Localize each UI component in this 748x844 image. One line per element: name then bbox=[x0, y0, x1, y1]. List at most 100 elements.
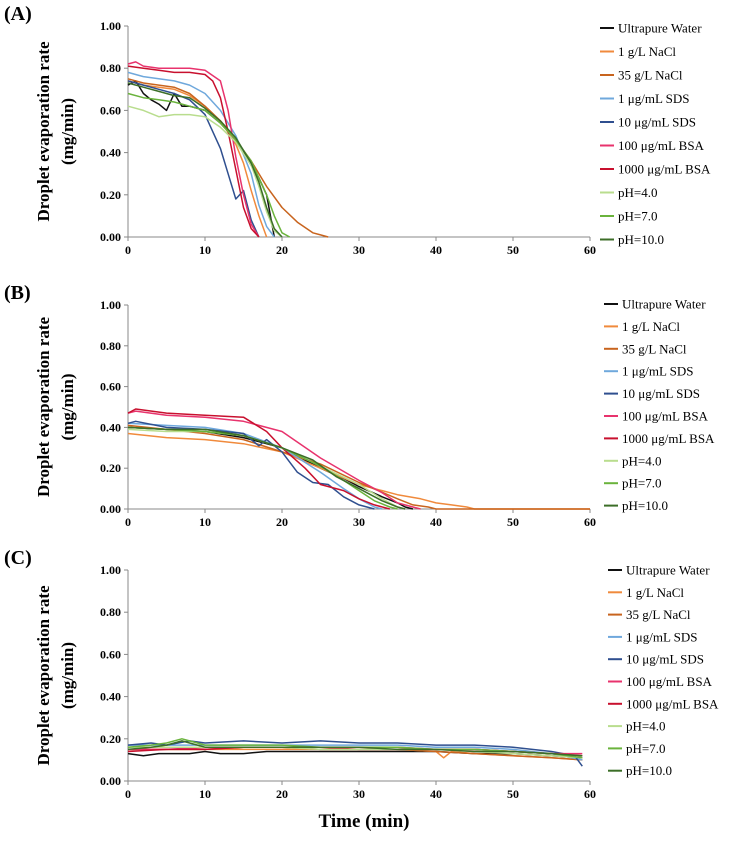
y-tick-label: 0.40 bbox=[100, 146, 121, 160]
series-line-1000-g-ml-bsa bbox=[127, 408, 390, 510]
x-tick-label: 20 bbox=[276, 787, 288, 801]
y-tick-label: 1.00 bbox=[100, 563, 121, 577]
y-axis-title: Droplet evaporation rate bbox=[34, 585, 53, 765]
panel-1: (A) 0.00 0.20 0.40 0.60 0.80 1.00 0 10 20 30 40 50 60… bbox=[4, 3, 711, 257]
x-tick-label: 30 bbox=[353, 243, 365, 257]
legend-label-1-g-ml-sds: 1 μg/mL SDS bbox=[618, 91, 690, 106]
series-line-100-g-ml-bsa bbox=[127, 410, 421, 510]
legend-label-10-g-ml-sds: 10 μg/mL SDS bbox=[626, 652, 704, 667]
y-tick-label: 0.40 bbox=[100, 690, 121, 704]
legend-label-ultrapure-water: Ultrapure Water bbox=[618, 21, 702, 36]
series-line-100-g-ml-bsa bbox=[127, 61, 260, 238]
legend-label-35-g-l-nacl: 35 g/L NaCl bbox=[618, 68, 683, 83]
legend-label-ph-7-0: pH=7.0 bbox=[626, 741, 665, 756]
series-line-1-g-ml-sds bbox=[127, 422, 383, 510]
series-line-ph-10-0 bbox=[127, 426, 406, 510]
y-axis-title: Droplet evaporation rate bbox=[34, 317, 53, 497]
y-tick-label: 0.60 bbox=[100, 103, 121, 117]
panel-label: (C) bbox=[4, 547, 32, 569]
x-tick-label: 30 bbox=[353, 515, 365, 529]
y-tick-label: 0.20 bbox=[100, 732, 121, 746]
legend-label-ph-10-0: pH=10.0 bbox=[622, 498, 668, 513]
x-tick-label: 30 bbox=[353, 787, 365, 801]
y-axis-title-units: (mg/min) bbox=[58, 642, 77, 709]
y-tick-label: 0.80 bbox=[100, 605, 121, 619]
x-tick-label: 50 bbox=[507, 787, 519, 801]
panel-label: (A) bbox=[4, 3, 32, 25]
legend-label-ph-4-0: pH=4.0 bbox=[618, 185, 657, 200]
x-axis-title: Time (min) bbox=[319, 811, 410, 832]
y-tick-label: 0.00 bbox=[100, 774, 121, 788]
series-line-35-g-l-nacl bbox=[127, 424, 590, 510]
legend-label-1000-g-ml-bsa: 1000 μg/mL BSA bbox=[618, 162, 711, 177]
legend-label-ph-7-0: pH=7.0 bbox=[618, 209, 657, 224]
x-tick-label: 20 bbox=[276, 243, 288, 257]
legend-label-35-g-l-nacl: 35 g/L NaCl bbox=[622, 341, 687, 356]
legend-label-ph-7-0: pH=7.0 bbox=[622, 476, 661, 491]
legend-label-1-g-l-nacl: 1 g/L NaCl bbox=[618, 44, 676, 59]
legend-label-1000-g-ml-bsa: 1000 μg/mL BSA bbox=[622, 431, 715, 446]
x-tick-label: 60 bbox=[584, 787, 596, 801]
legend-label-ultrapure-water: Ultrapure Water bbox=[622, 297, 706, 312]
series-line-ph-10-0 bbox=[127, 740, 583, 757]
x-tick-label: 10 bbox=[199, 243, 211, 257]
series-line-10-g-ml-sds bbox=[127, 80, 260, 238]
y-tick-label: 0.60 bbox=[100, 647, 121, 661]
x-tick-label: 60 bbox=[584, 243, 596, 257]
x-tick-label: 40 bbox=[430, 515, 442, 529]
legend-label-1-g-l-nacl: 1 g/L NaCl bbox=[626, 585, 684, 600]
legend-label-ultrapure-water: Ultrapure Water bbox=[626, 563, 710, 578]
y-axis-title-units: (mg/min) bbox=[58, 373, 77, 440]
y-axis-title-units: (mg/min) bbox=[58, 98, 77, 165]
series-line-ph-7-0 bbox=[127, 92, 291, 238]
y-tick-label: 0.80 bbox=[100, 339, 121, 353]
y-tick-label: 0.20 bbox=[100, 188, 121, 202]
series-line-ph-7-0 bbox=[127, 738, 583, 759]
panel-3: (C) 0.00 0.20 0.40 0.60 0.80 1.00 0 10 20 30 40 50 60… bbox=[4, 547, 719, 832]
legend-label-1-g-ml-sds: 1 μg/mL SDS bbox=[626, 629, 698, 644]
y-tick-label: 0.00 bbox=[100, 502, 121, 516]
series-line-10-g-ml-sds bbox=[127, 420, 375, 510]
series-line-10-g-ml-sds bbox=[127, 740, 583, 767]
legend-label-1-g-l-nacl: 1 g/L NaCl bbox=[622, 319, 680, 334]
legend-label-35-g-l-nacl: 35 g/L NaCl bbox=[626, 607, 691, 622]
x-tick-label: 0 bbox=[125, 515, 131, 529]
y-tick-label: 1.00 bbox=[100, 298, 121, 312]
y-tick-label: 0.40 bbox=[100, 420, 121, 434]
series-line-1-g-l-nacl bbox=[127, 432, 590, 510]
x-tick-label: 50 bbox=[507, 243, 519, 257]
x-tick-label: 20 bbox=[276, 515, 288, 529]
series-line-ph-4-0 bbox=[127, 105, 283, 238]
x-tick-label: 0 bbox=[125, 243, 131, 257]
legend-label-1-g-ml-sds: 1 μg/mL SDS bbox=[622, 364, 694, 379]
legend-label-ph-4-0: pH=4.0 bbox=[622, 453, 661, 468]
y-axis-title: Droplet evaporation rate bbox=[34, 41, 53, 221]
series-line-ultrapure-water bbox=[127, 426, 414, 510]
x-tick-label: 50 bbox=[507, 515, 519, 529]
y-tick-label: 1.00 bbox=[100, 19, 121, 33]
series-line-35-g-l-nacl bbox=[127, 78, 329, 238]
x-tick-label: 10 bbox=[199, 787, 211, 801]
x-tick-label: 0 bbox=[125, 787, 131, 801]
legend-label-100-g-ml-bsa: 100 μg/mL BSA bbox=[622, 409, 709, 424]
panel-label: (B) bbox=[4, 282, 31, 304]
x-tick-label: 40 bbox=[430, 243, 442, 257]
legend-label-100-g-ml-bsa: 100 μg/mL BSA bbox=[618, 138, 705, 153]
series-line-ultrapure-water bbox=[127, 750, 583, 759]
series-line-1000-g-ml-bsa bbox=[127, 65, 260, 238]
y-tick-label: 0.20 bbox=[100, 461, 121, 475]
y-tick-label: 0.80 bbox=[100, 61, 121, 75]
legend-label-ph-4-0: pH=4.0 bbox=[626, 719, 665, 734]
series-line-1-g-ml-sds bbox=[127, 71, 275, 238]
legend-label-1000-g-ml-bsa: 1000 μg/mL BSA bbox=[626, 696, 719, 711]
y-tick-label: 0.00 bbox=[100, 230, 121, 244]
legend-label-ph-10-0: pH=10.0 bbox=[618, 232, 664, 247]
legend-label-100-g-ml-bsa: 100 μg/mL BSA bbox=[626, 674, 713, 689]
panel-2: (B) 0.00 0.20 0.40 0.60 0.80 1.00 0 10 20 30 40 50 60… bbox=[4, 282, 715, 529]
x-tick-label: 10 bbox=[199, 515, 211, 529]
legend-label-ph-10-0: pH=10.0 bbox=[626, 763, 672, 778]
legend-label-10-g-ml-sds: 10 μg/mL SDS bbox=[622, 386, 700, 401]
legend-label-10-g-ml-sds: 10 μg/mL SDS bbox=[618, 115, 696, 130]
